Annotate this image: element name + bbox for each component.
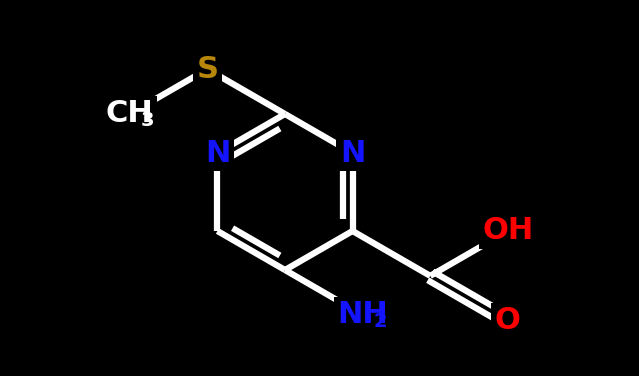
Text: NH: NH (337, 300, 388, 329)
Text: N: N (204, 138, 230, 167)
Text: S: S (196, 55, 219, 83)
Text: 2: 2 (374, 312, 387, 331)
Text: N: N (340, 138, 366, 167)
Text: O: O (495, 306, 521, 335)
Text: 3: 3 (141, 112, 155, 130)
Text: OH: OH (482, 217, 534, 246)
Text: CH: CH (106, 100, 153, 129)
